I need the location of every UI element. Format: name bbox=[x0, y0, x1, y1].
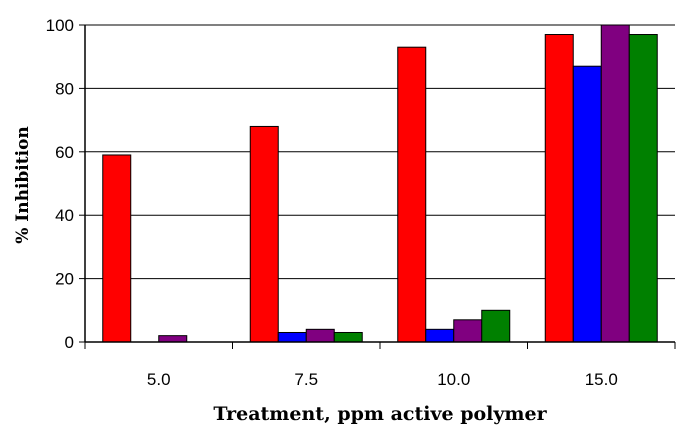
y-tick-label: 40 bbox=[55, 206, 74, 225]
bars bbox=[102, 24, 658, 343]
bar bbox=[600, 24, 630, 343]
bar bbox=[102, 154, 132, 343]
x-tick-label: 10.0 bbox=[437, 370, 470, 389]
y-tick-label: 20 bbox=[55, 270, 74, 289]
y-tick-label: 80 bbox=[55, 79, 74, 98]
bar bbox=[158, 335, 188, 343]
y-tick-label: 60 bbox=[55, 143, 74, 162]
bar bbox=[572, 65, 602, 343]
x-ticks: 5.0 7.5 10.0 15.0 bbox=[84, 342, 676, 389]
y-tick-label: 100 bbox=[46, 16, 74, 35]
bar bbox=[333, 331, 363, 343]
bar bbox=[249, 125, 279, 343]
x-tick-label: 5.0 bbox=[147, 370, 171, 389]
bar bbox=[305, 328, 335, 343]
y-axis-title: % Inhibition bbox=[13, 126, 33, 244]
bar bbox=[481, 309, 511, 343]
bar bbox=[628, 34, 658, 343]
x-tick-label: 15.0 bbox=[585, 370, 618, 389]
x-tick-label: 7.5 bbox=[294, 370, 318, 389]
bar bbox=[397, 46, 427, 343]
bar bbox=[453, 319, 483, 343]
bar bbox=[425, 328, 455, 343]
bar bbox=[277, 331, 307, 343]
bar bbox=[544, 34, 574, 343]
y-ticks: 0 20 40 60 80 100 bbox=[46, 16, 85, 352]
x-axis-title: Treatment, ppm active polymer bbox=[213, 403, 547, 425]
y-tick-label: 0 bbox=[65, 333, 74, 352]
